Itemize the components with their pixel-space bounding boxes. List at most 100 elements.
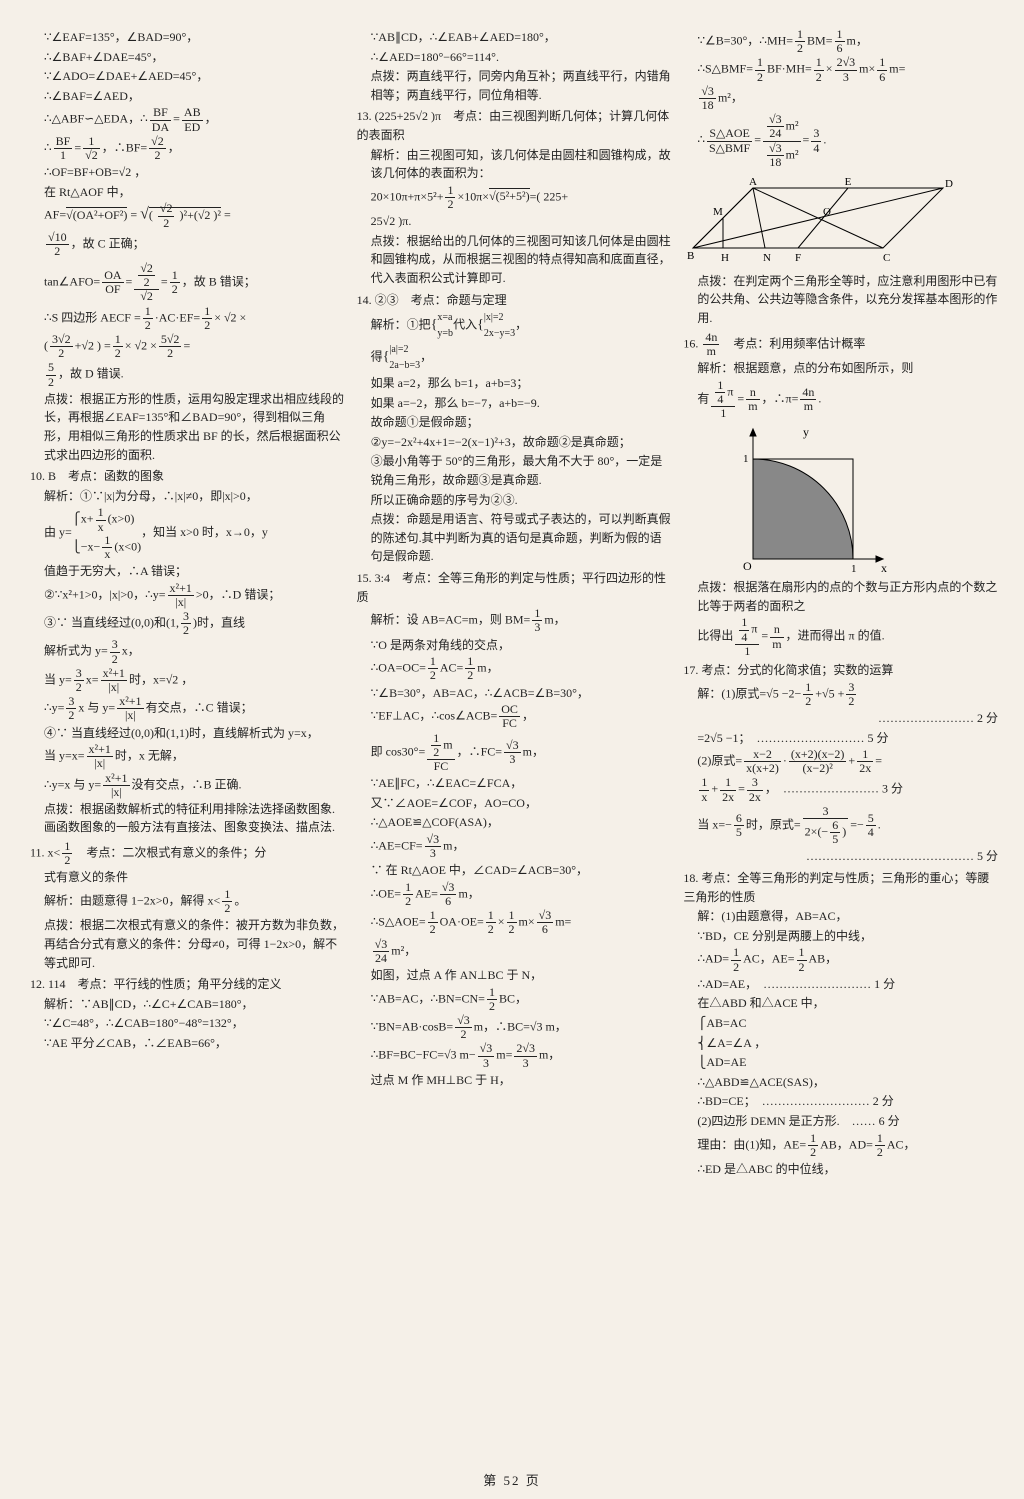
text: ∴OE=12AE=√36m， [357,881,672,908]
q10: 10. B 考点：函数的图象 [30,467,345,486]
text: 如果 a=2，那么 b=1，a+b=3； [357,374,672,393]
q17: 17. 考点：分式的化简求值；实数的运算 [683,661,998,680]
text: ∴AD=12AC，AE=12AB， [683,946,998,973]
column-1: ∵∠EAF=135°，∠BAD=90°， ∴∠BAF+∠DAE=45°， ∵∠A… [30,28,345,1179]
text: ⎨∠A=∠A ， [683,1034,998,1053]
text: ⎩AD=AE [683,1053,998,1072]
q11: 11. x<12 考点：二次根式有意义的条件；分 [30,840,345,867]
svg-text:C: C [883,252,890,264]
text: ∵O 是两条对角线的交点， [357,636,672,655]
svg-text:E: E [845,176,852,188]
text: 在△ABD 和△ACE 中， [683,994,998,1013]
column-2: ∵AB∥CD，∴∠EAB+∠AED=180°， ∴∠AED=180°−66°=1… [357,28,672,1179]
hint: 点拨：根据函数解析式的特征利用排除法选择函数图象.画函数图象的一般方法有直接法、… [30,800,345,837]
text: 由 y=⎧x+1x(x>0)⎩−x−1x(x<0)，知当 x>0 时，x→0，y [30,506,345,561]
score: …………………………………… 5 分 [683,847,998,866]
text: 当 y=x=x²+1|x|时，x 无解， [30,743,345,770]
text: ∴△AOE≌△COF(ASA)， [357,813,672,832]
svg-text:O: O [743,559,752,573]
svg-text:A: A [749,176,757,188]
text: 当 x=−65时，原式=32×(−65)=−54. [683,805,998,847]
text: 解析：由三视图可知，该几何体是由圆柱和圆锥构成，故该几何体的表面积为： [357,146,672,183]
hint: 点拨：在判定两个三角形全等时，应注意利用图形中已有的公共角、公共边等隐含条件，以… [683,272,998,328]
text: ∵∠EAF=135°，∠BAD=90°， [30,28,345,47]
text: AF=√(OA²+OF²) = √( √22 )²+(√2 )² = [30,202,345,229]
score: …………………… 2 分 [683,709,998,728]
text: ∴△ABF∽△EDA，∴BFDA=ABED， [30,106,345,133]
q16: 16. 4nm 考点：利用频率估计概率 [683,331,998,358]
hint: 点拨：两直线平行，同旁内角互补；两直线平行，内错角相等；两直线平行，同位角相等. [357,67,672,104]
text: 解析：设 AB=AC=m，则 BM=13m， [357,607,672,634]
text: ④∵ 当直线经过(0,0)和(1,1)时，直线解析式为 y=x， [30,724,345,743]
quarter-circle-diagram: y x O 1 1 [723,424,893,574]
text: 又∵∠AOE=∠COF，AO=CO， [357,794,672,813]
text: 解：(1)由题意得，AB=AC， [683,907,998,926]
text: ∵EF⊥AC，∴cos∠ACB=OCFC， [357,703,672,730]
hint: 点拨：命题是用语言、符号或式子表达的，可以判断真假的陈述句.其中判断为真的语句是… [357,510,672,566]
text: ③∵ 当直线经过(0,0)和(1,32)时，直线 [30,610,345,637]
text: ∴S 四边形 AECF =12·AC·EF=12× √2 × [30,305,345,332]
svg-text:y: y [803,425,809,439]
text: ∴△ABD≌△ACE(SAS)， [683,1073,998,1092]
text: ∴y=x 与 y=x²+1|x|没有交点，∴B 正确. [30,772,345,799]
text: ∴BF=BC−FC=√3 m−√33m=2√33m， [357,1042,672,1069]
text: 解析式为 y=32x， [30,638,345,665]
svg-text:H: H [721,252,729,264]
text: ∴S△AOE=12OA·OE=12×12m×√36m= [357,909,672,936]
hint: 点拨：根据正方形的性质，运用勾股定理求出相应线段的长，再根据∠EAF=135°和… [30,390,345,464]
svg-text:1: 1 [743,453,749,465]
text: ∴∠BAF+∠DAE=45°， [30,48,345,67]
text: ∵BN=AB·cosB=√32m，∴BC=√3 m， [357,1014,672,1041]
hint: 点拨：根据二次根式有意义的条件：被开方数为非负数，再结合分式有意义的条件：分母≠… [30,916,345,972]
text: 1x+12x=32x， …………………… 3 分 [683,776,998,803]
column-3: ∵∠B=30°，∴MH=12BM=16m， ∴S△BMF=12BF·MH=12×… [683,28,998,1179]
q13: 13. (225+25√2 )π 考点：由三视图判断几何体；计算几何体的表面积 [357,107,672,144]
text: ∴OF=BF+OB=√2 ， [30,163,345,182]
text: ∵∠B=30°，AB=AC，∴∠ACB=∠B=30°， [357,684,672,703]
text: √102，故 C 正确； [30,231,345,258]
text: ∵AE 平分∠CAB，∴∠EAB=66°， [30,1034,345,1053]
text: ∴∠AED=180°−66°=114°. [357,48,672,67]
svg-text:B: B [687,250,694,262]
text: ②y=−2x²+4x+1=−2(x−1)²+3，故命题②是真命题； [357,433,672,452]
text: 故命题①是假命题； [357,413,672,432]
text: ∴BF1=1√2，∴BF=√22， [30,135,345,162]
text: 有14π1=nm，∴π=4nm. [683,379,998,421]
text: 解析：由题意得 1−2x>0，解得 x<12。 [30,888,345,915]
q18: 18. 考点：全等三角形的判定与性质；三角形的重心；等腰三角形的性质 [683,869,998,906]
text: ∵∠C=48°，∴∠CAB=180°−48°=132°， [30,1014,345,1033]
svg-text:D: D [945,178,953,190]
text: ∴BD=CE； ……………………… 2 分 [683,1092,998,1111]
svg-text:x: x [881,561,887,574]
svg-text:1: 1 [851,563,857,574]
text: 52，故 D 错误. [30,361,345,388]
text: ∵AE∥FC，∴∠EAC=∠FCA， [357,774,672,793]
text: 解析：根据题意，点的分布如图所示，则 [683,359,998,378]
text: ∵∠B=30°，∴MH=12BM=16m， [683,28,998,55]
text: ∵BD，CE 分别是两腰上的中线， [683,927,998,946]
text: 过点 M 作 MH⊥BC 于 H， [357,1071,672,1090]
text: ∴∠BAF=∠AED， [30,87,345,106]
text: 25√2 )π. [357,212,672,231]
text: √324m²， [357,938,672,965]
text: ∵AB∥CD，∴∠EAB+∠AED=180°， [357,28,672,47]
svg-text:N: N [763,252,771,264]
parallelogram-diagram: A E D M O B H N F C [683,173,963,268]
text: 解析：∵AB∥CD，∴∠C+∠CAB=180°， [30,995,345,1014]
text: =2√5 −1； ……………………… 5 分 [683,729,998,748]
text: ∴AE=CF=√33m， [357,833,672,860]
text: 理由：由(1)知，AE=12AB，AD=12AC， [683,1132,998,1159]
q12: 12. 114 考点：平行线的性质；角平分线的定义 [30,975,345,994]
hint: 点拨：根据落在扇形内的点的个数与正方形内点的个数之比等于两者的面积之 [683,578,998,615]
text: ∴S△BMF=12BF·MH=12×2√33m×16m= [683,56,998,83]
text: 得{|a|=22a−b=3， [357,342,672,373]
text: 在 Rt△AOF 中， [30,183,345,202]
svg-text:F: F [795,252,801,264]
text: ∵ 在 Rt△AOE 中，∠CAD=∠ACB=30°， [357,861,672,880]
text: 值趋于无穷大，∴A 错误； [30,562,345,581]
text: 解析：①∵|x|为分母，∴|x|≠0，即|x|>0， [30,487,345,506]
text: ∴y=32x 与 y=x²+1|x|有交点，∴C 错误； [30,695,345,722]
text: 如果 a=−2，那么 b=−7，a+b=−9. [357,394,672,413]
text: 所以正确命题的序号为②③. [357,491,672,510]
text: 即 cos30°=12mFC，∴FC=√33m， [357,732,672,774]
